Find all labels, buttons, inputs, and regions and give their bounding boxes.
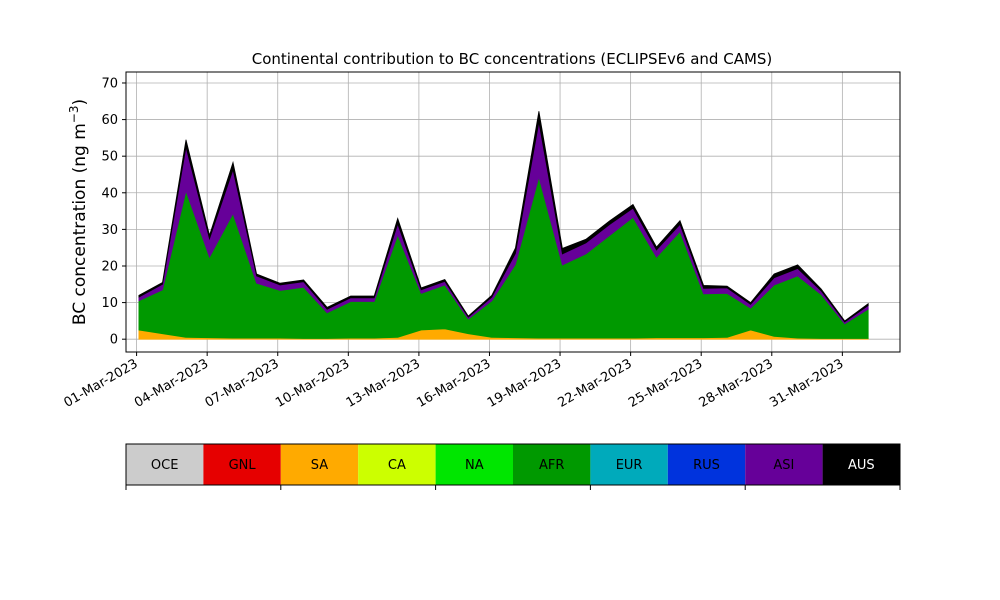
x-tick-label: 01-Mar-2023 (61, 356, 140, 410)
colorbar-swatch-sa (280, 444, 359, 485)
area-aus (138, 111, 869, 323)
x-tick-label: 31-Mar-2023 (767, 356, 846, 410)
y-tick-label: 50 (101, 150, 118, 165)
colorbar-swatch-oce (126, 444, 204, 485)
colorbar-label-oce: OCE (151, 458, 179, 473)
y-tick-label: 0 (110, 333, 118, 348)
colorbar-label-na: NA (465, 458, 484, 473)
y-axis: 0 10 20 30 40 50 60 70 (101, 76, 126, 348)
x-tick-label: 13-Mar-2023 (344, 356, 423, 410)
chart-title: Continental contribution to BC concentra… (252, 50, 773, 68)
x-axis: 01-Mar-202304-Mar-202307-Mar-202310-Mar-… (61, 352, 846, 411)
colorbar-label-eur: EUR (616, 458, 643, 473)
colorbar-swatch-na (435, 444, 513, 485)
colorbar-swatch-aus (822, 444, 900, 485)
stacked-areas (138, 111, 869, 340)
colorbar-label-aus: AUS (848, 458, 875, 473)
x-tick-label: 04-Mar-2023 (132, 356, 211, 410)
colorbar-frame (125, 443, 901, 486)
x-tick-label: 22-Mar-2023 (555, 356, 634, 410)
x-tick-label: 25-Mar-2023 (626, 356, 705, 410)
x-tick-label: 28-Mar-2023 (697, 356, 776, 410)
x-tick-label: 07-Mar-2023 (203, 356, 282, 410)
colorbar-swatch-afr (513, 444, 591, 485)
plot-frame (125, 71, 901, 353)
y-tick-label: 40 (101, 186, 118, 201)
y-axis-label: BC concentration (ng m−3) (67, 99, 90, 325)
y-tick-label: 60 (101, 113, 118, 128)
x-tick-label: 10-Mar-2023 (273, 356, 352, 410)
colorbar-label-afr: AFR (539, 458, 564, 473)
colorbar-label-rus: RUS (693, 458, 720, 473)
y-tick-label: 70 (101, 76, 118, 91)
colorbar-swatch-rus (667, 444, 746, 485)
y-tick-label: 10 (101, 296, 118, 311)
y-tick-label: 30 (101, 223, 118, 238)
x-tick-label: 19-Mar-2023 (485, 356, 564, 410)
colorbar-swatch-eur (590, 444, 668, 485)
colorbar-label-sa: SA (311, 458, 328, 473)
x-tick-label: 16-Mar-2023 (414, 356, 493, 410)
colorbar-label-gnl: GNL (229, 458, 257, 473)
colorbar-label-ca: CA (388, 458, 406, 473)
colorbar: OCE GNL SA CA NA AFR EUR RUS ASI AUS (125, 443, 901, 490)
y-tick-label: 20 (101, 259, 118, 274)
colorbar-swatch-asi (745, 444, 823, 485)
colorbar-swatch-gnl (203, 444, 281, 485)
colorbar-label-asi: ASI (773, 458, 794, 473)
colorbar-swatch-ca (358, 444, 436, 485)
